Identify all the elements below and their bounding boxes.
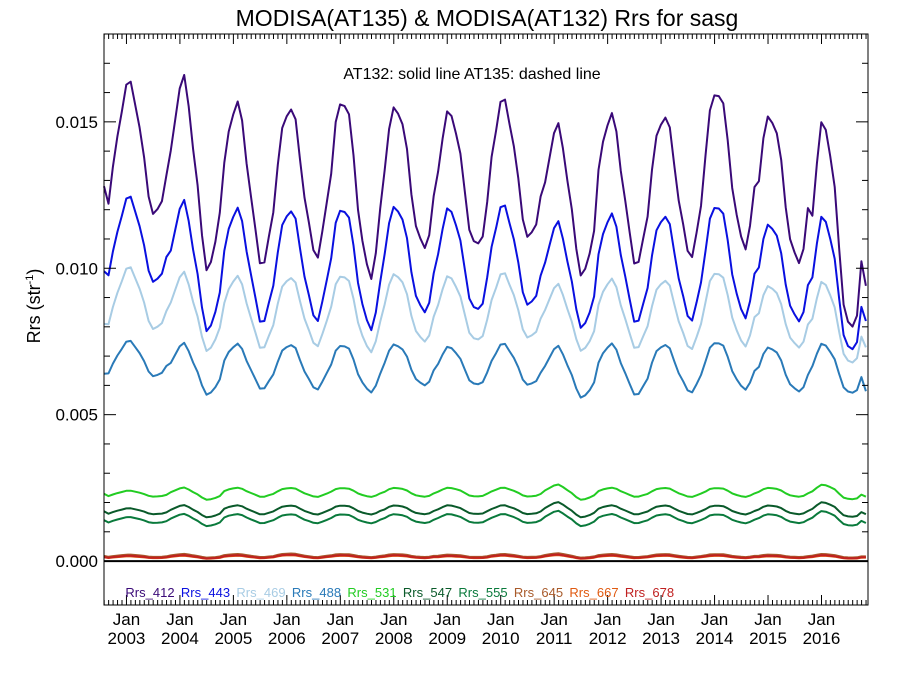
x-tick-year-label: 2004	[161, 629, 199, 648]
series-dashed-rrs_547	[103, 501, 867, 518]
series-dashed-rrs_531	[103, 483, 867, 501]
series-dashed-rrs_443	[103, 196, 867, 350]
legend-item-rrs_412: Rrs_412	[125, 585, 174, 600]
y-tick-label: 0.000	[55, 552, 98, 571]
x-tick-month-label: Jan	[434, 610, 461, 629]
x-tick-month-label: Jan	[701, 610, 728, 629]
x-tick-month-label: Jan	[380, 610, 407, 629]
x-tick-month-label: Jan	[540, 610, 567, 629]
x-tick-year-label: 2015	[749, 629, 787, 648]
series-line-rrs_469	[103, 266, 867, 364]
series-dashed-rrs_488	[103, 340, 867, 399]
x-tick-month-label: Jan	[647, 610, 674, 629]
x-tick-month-label: Jan	[594, 610, 621, 629]
x-tick-month-label: Jan	[808, 610, 835, 629]
x-tick-month-label: Jan	[113, 610, 140, 629]
x-tick-year-label: 2016	[803, 629, 841, 648]
x-tick-year-label: 2006	[268, 629, 306, 648]
x-tick-year-label: 2012	[589, 629, 627, 648]
series-line-rrs_488	[103, 339, 867, 399]
x-tick-month-label: Jan	[273, 610, 300, 629]
series-dashed-rrs_678	[103, 553, 866, 560]
y-axis-label-close: )	[24, 269, 44, 275]
legend-item-rrs_469: Rrs_469	[236, 585, 285, 600]
series-dashed-rrs_469	[103, 266, 867, 364]
x-tick-year-label: 2013	[642, 629, 680, 648]
x-tick-year-label: 2010	[482, 629, 520, 648]
x-tick-year-label: 2007	[321, 629, 359, 648]
x-tick-year-label: 2009	[428, 629, 466, 648]
series-dashed-rrs_555	[103, 510, 867, 527]
x-tick-month-label: Jan	[327, 610, 354, 629]
x-tick-year-label: 2008	[375, 629, 413, 648]
x-tick-year-label: 2011	[536, 629, 573, 648]
legend-item-rrs_667: Rrs_667	[569, 585, 618, 600]
y-axis-label-base: Rrs (str	[24, 284, 44, 343]
y-axis-label: Rrs (str-1)	[24, 269, 44, 344]
y-tick-label: 0.015	[55, 113, 98, 132]
y-tick-label: 0.010	[55, 259, 98, 278]
legend-item-rrs_547: Rrs_547	[403, 585, 452, 600]
legend-item-rrs_531: Rrs_531	[347, 585, 396, 600]
chart-annotation: AT132: solid line AT135: dashed line	[343, 66, 600, 83]
x-tick-month-label: Jan	[487, 610, 514, 629]
x-tick-year-label: 2014	[696, 629, 734, 648]
series-line-rrs_531	[103, 483, 867, 501]
chart-title: MODISA(AT135) & MODISA(AT132) Rrs for sa…	[236, 5, 739, 31]
series-dashed-rrs_412	[103, 74, 867, 328]
y-axis-label-sup: -1	[24, 275, 36, 285]
legend-item-rrs_443: Rrs_443	[181, 585, 230, 600]
legend-item-rrs_555: Rrs_555	[458, 585, 507, 600]
y-tick-label: 0.005	[55, 406, 98, 425]
x-tick-month-label: Jan	[220, 610, 247, 629]
plot-frame	[103, 33, 869, 606]
legend-item-rrs_488: Rrs_488	[292, 585, 341, 600]
x-tick-month-label: Jan	[754, 610, 781, 629]
legend-item-rrs_645: Rrs_645	[514, 585, 563, 600]
x-tick-year-label: 2005	[214, 629, 252, 648]
x-tick-year-label: 2003	[108, 629, 146, 648]
legend-item-rrs_678: Rrs_678	[625, 585, 674, 600]
plot-area: 0.0000.0050.0100.015Jan2003Jan2004Jan200…	[55, 33, 869, 648]
x-tick-month-label: Jan	[166, 610, 193, 629]
series-line-rrs_547	[103, 501, 867, 519]
